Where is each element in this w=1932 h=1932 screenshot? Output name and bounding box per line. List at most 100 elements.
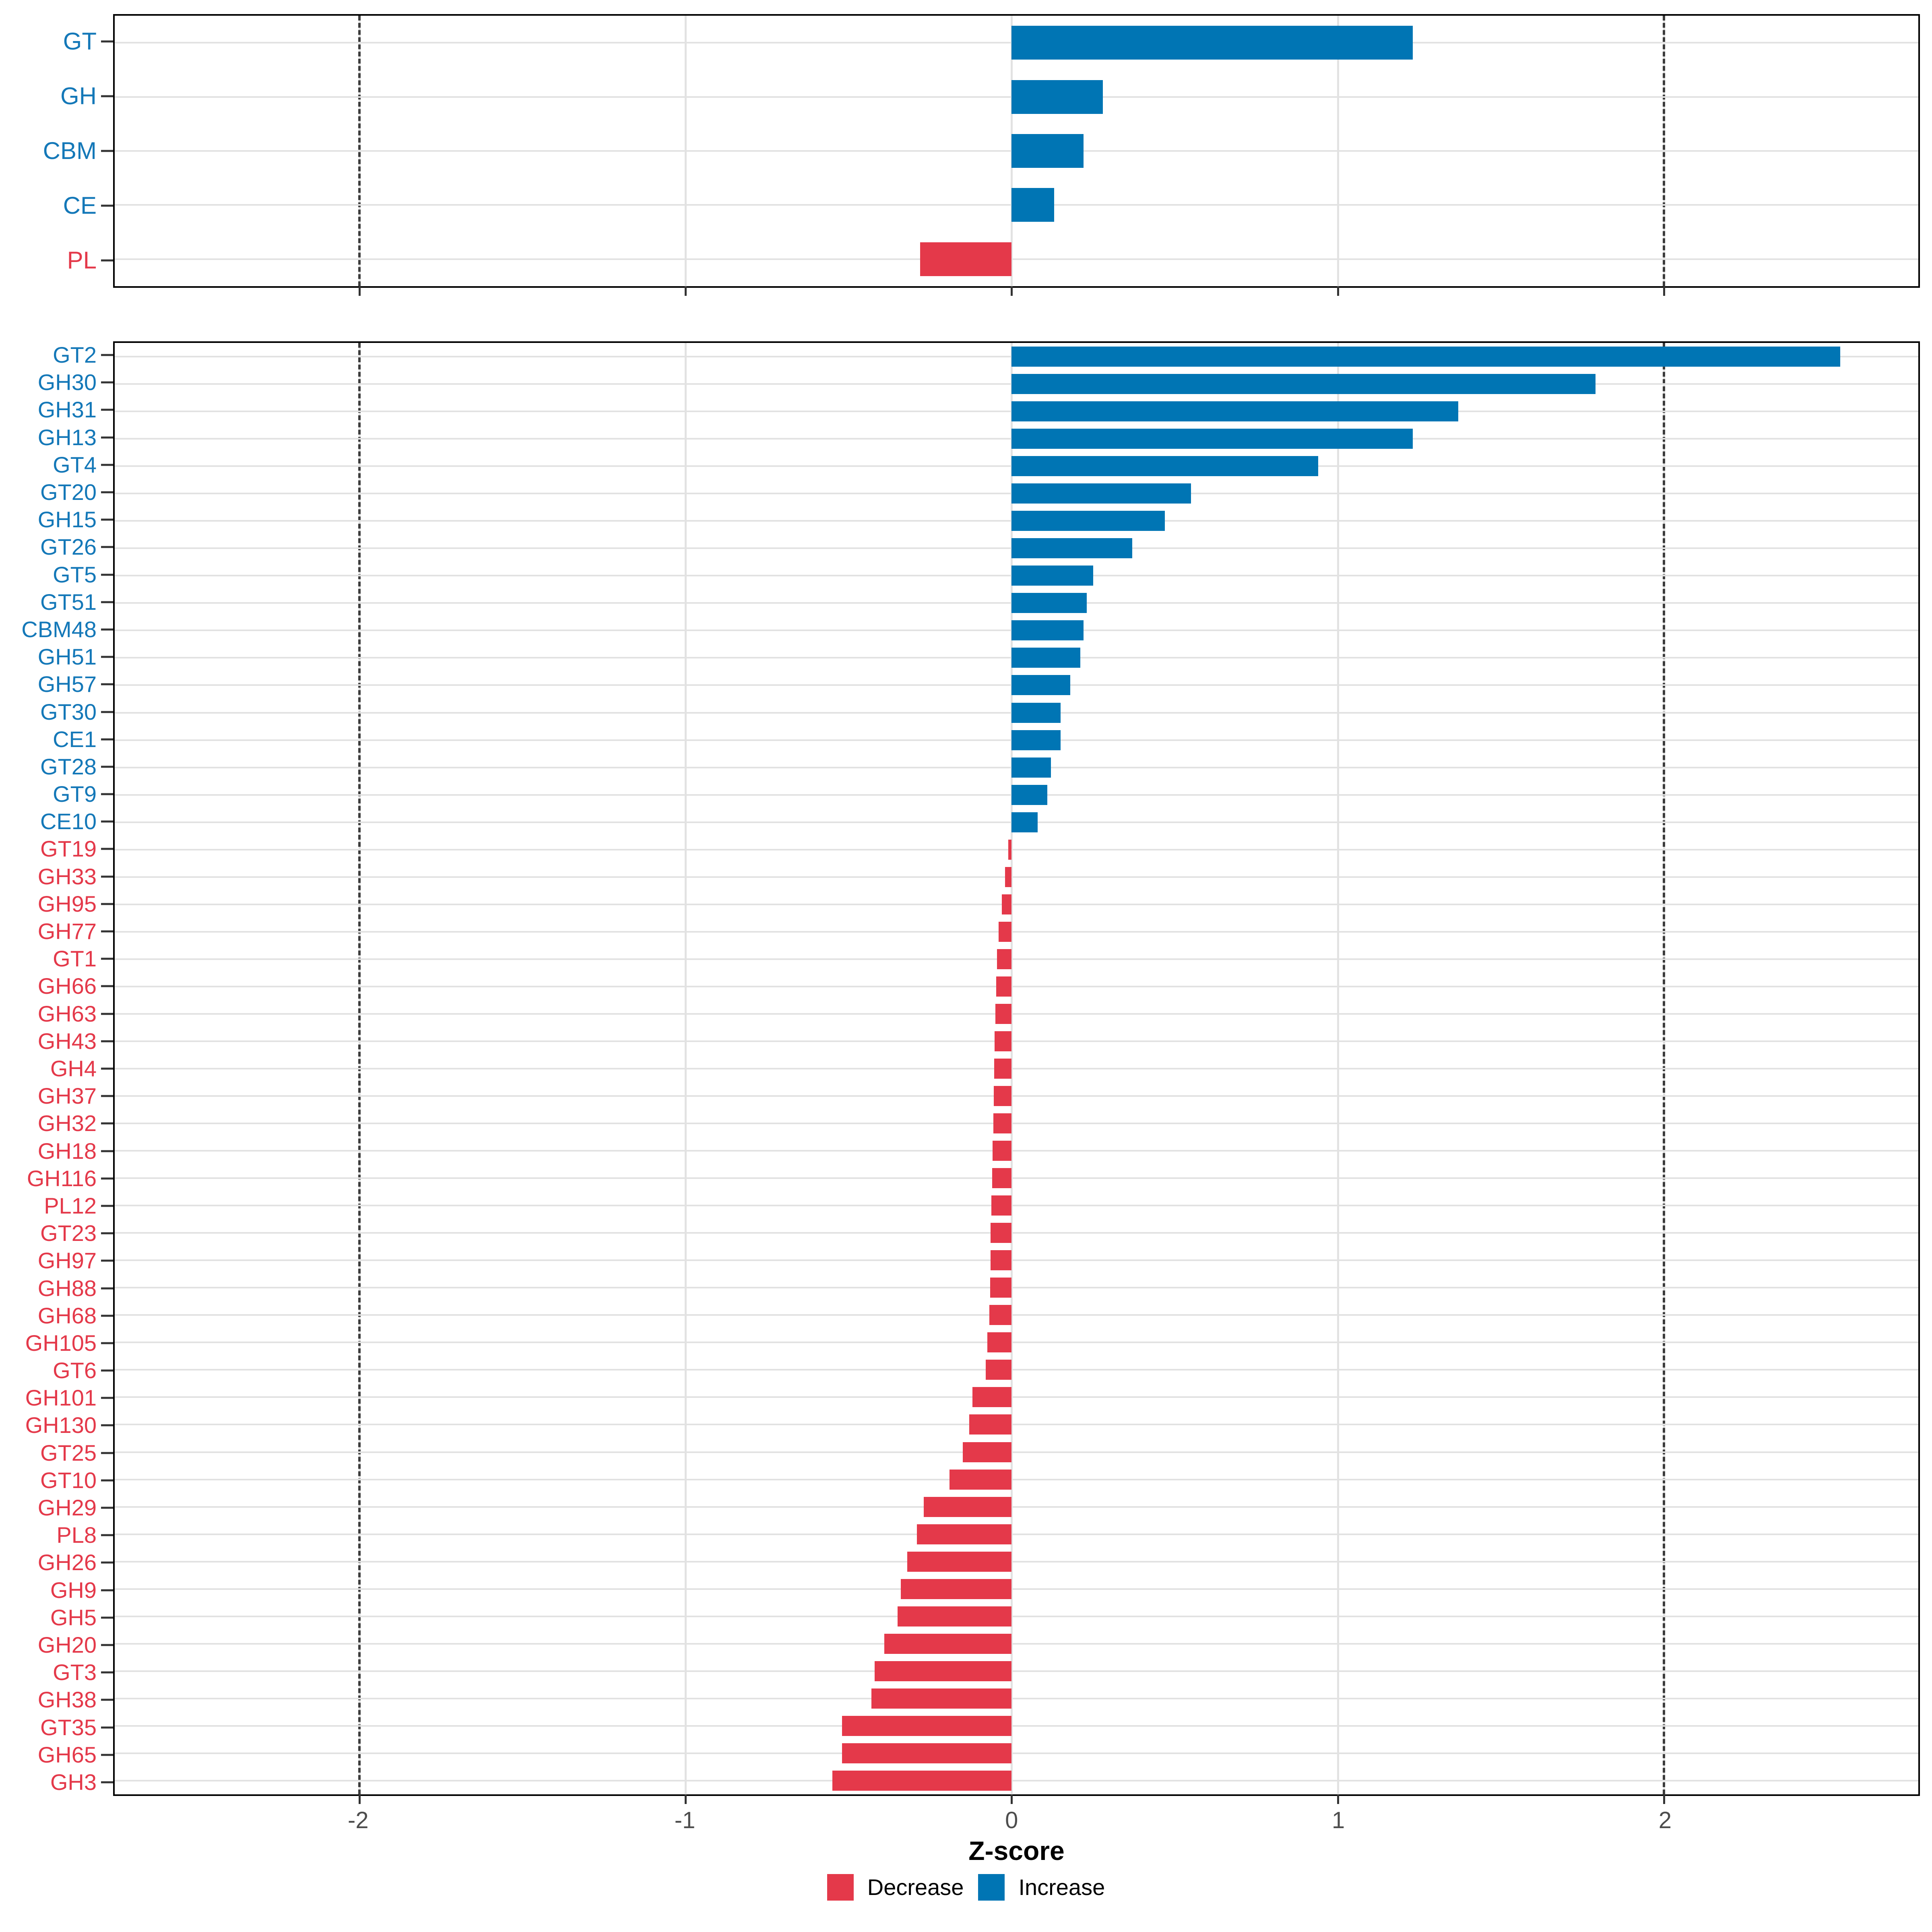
bar-GT9 (1011, 784, 1048, 805)
bar-GH57 (1011, 675, 1071, 696)
gridline-row-GH77 (115, 931, 1918, 933)
x-tick-2 (1663, 286, 1665, 296)
panel-cazyme-families (113, 341, 1920, 1804)
y-label-GT9: GT9 (53, 781, 97, 807)
bar-GH5 (897, 1606, 1012, 1627)
y-label-GT3: GT3 (53, 1660, 97, 1685)
y-label-GH13: GH13 (37, 424, 97, 450)
y-label-PL8: PL8 (56, 1522, 97, 1548)
gridline-row-GH3 (115, 1779, 1918, 1781)
y-label-GH116: GH116 (27, 1165, 97, 1191)
panel-cazyme-classes (113, 14, 1920, 296)
bar-GH130 (969, 1414, 1012, 1435)
y-label-GT25: GT25 (40, 1440, 97, 1466)
y-tick-GT (101, 40, 113, 43)
bar-GH20 (884, 1633, 1012, 1654)
y-tick-PL (101, 259, 113, 262)
y-label-CE1: CE1 (53, 726, 97, 752)
y-label-GH3: GH3 (50, 1769, 97, 1795)
y-tick-GH97 (101, 1259, 113, 1262)
y-label-GH26: GH26 (37, 1550, 97, 1575)
x-tick-2 (1663, 1794, 1665, 1804)
bar-GT (1011, 26, 1413, 60)
y-tick-GT30 (101, 711, 113, 713)
gridline-row-GH18 (115, 1150, 1918, 1152)
bar-GT6 (985, 1360, 1012, 1380)
y-tick-CE1 (101, 738, 113, 741)
legend-entry-decrease: Decrease (827, 1874, 964, 1901)
gridline-row-GT6 (115, 1369, 1918, 1371)
gridline-row-GH38 (115, 1697, 1918, 1699)
y-tick-GT19 (101, 848, 113, 850)
gridline-row-GT3 (115, 1670, 1918, 1672)
gridline-row-GT1 (115, 958, 1918, 960)
gridline-row-PL (115, 258, 1918, 260)
gridline-row-GH65 (115, 1752, 1918, 1754)
y-label-GH30: GH30 (37, 369, 97, 395)
y-label-GT20: GT20 (40, 479, 97, 505)
legend-label-increase: Increase (1018, 1874, 1105, 1900)
y-label-GH130: GH130 (25, 1412, 97, 1438)
y-label-GT4: GT4 (53, 452, 97, 477)
y-label-GT35: GT35 (40, 1714, 97, 1740)
x-tick--2 (358, 1794, 361, 1804)
gridline-row-GH68 (115, 1314, 1918, 1316)
y-tick-GH57 (101, 683, 113, 685)
x-axis-title: Z-score (968, 1836, 1065, 1866)
y-tick-GH101 (101, 1397, 113, 1399)
y-tick-GH88 (101, 1287, 113, 1289)
y-tick-GH65 (101, 1754, 113, 1756)
gridline-row-GH116 (115, 1177, 1918, 1179)
y-label-GH57: GH57 (37, 671, 97, 697)
y-tick-GH9 (101, 1589, 113, 1591)
y-tick-PL12 (101, 1205, 113, 1207)
legend-entry-increase: Increase (978, 1874, 1105, 1901)
gridline-row-GT23 (115, 1232, 1918, 1234)
bar-CBM48 (1011, 620, 1084, 641)
gridline-row-GH29 (115, 1506, 1918, 1508)
gridline-row-GH88 (115, 1287, 1918, 1289)
y-label-GH88: GH88 (37, 1275, 97, 1301)
bar-GH43 (995, 1031, 1012, 1051)
y-tick-GH77 (101, 930, 113, 933)
x-tick--2 (358, 286, 361, 296)
y-label-CBM: CBM (43, 137, 97, 164)
x-tick-label-1: 1 (1331, 1807, 1345, 1833)
y-tick-GT9 (101, 793, 113, 795)
gridline-row-GH26 (115, 1560, 1918, 1563)
y-tick-GT10 (101, 1479, 113, 1482)
y-tick-GH33 (101, 875, 113, 878)
x-axis-tick-labels: -2 -1 0 1 2 (113, 1809, 1920, 1837)
y-label-GH105: GH105 (25, 1330, 97, 1356)
y-axis-labels-families: GT2 GH30 GH31 GH13 GT4 GT20 GH15 GT26 GT5 GT51 CBM… (0, 341, 97, 1796)
y-tick-GH13 (101, 436, 113, 439)
y-tick-GH43 (101, 1040, 113, 1042)
gridline-row-GH33 (115, 876, 1918, 878)
bar-GT4 (1011, 456, 1319, 477)
bar-GT30 (1011, 702, 1061, 723)
y-label-GH32: GH32 (37, 1110, 97, 1136)
bar-GH63 (995, 1003, 1012, 1024)
gridline-row-GH105 (115, 1342, 1918, 1344)
y-label-GT6: GT6 (53, 1358, 97, 1383)
bar-GH33 (1005, 867, 1012, 887)
y-label-GT2: GT2 (53, 342, 97, 368)
bar-GH105 (987, 1332, 1012, 1353)
y-tick-GT26 (101, 546, 113, 548)
y-label-PL12: PL12 (44, 1193, 97, 1218)
legend-label-decrease: Decrease (867, 1874, 964, 1900)
bar-GT3 (875, 1661, 1012, 1681)
y-tick-GH (101, 95, 113, 97)
y-tick-CE10 (101, 820, 113, 823)
y-label-GT: GT (63, 28, 97, 55)
gridline-row-GT35 (115, 1725, 1918, 1727)
y-label-GH97: GH97 (37, 1248, 97, 1274)
gridline-row-GT25 (115, 1451, 1918, 1453)
y-tick-GT1 (101, 958, 113, 960)
decrease-swatch-icon (827, 1874, 854, 1901)
y-label-GH38: GH38 (37, 1687, 97, 1713)
bar-GH68 (989, 1305, 1012, 1325)
x-tick-1 (1337, 286, 1339, 296)
gridline-row-GH5 (115, 1615, 1918, 1617)
